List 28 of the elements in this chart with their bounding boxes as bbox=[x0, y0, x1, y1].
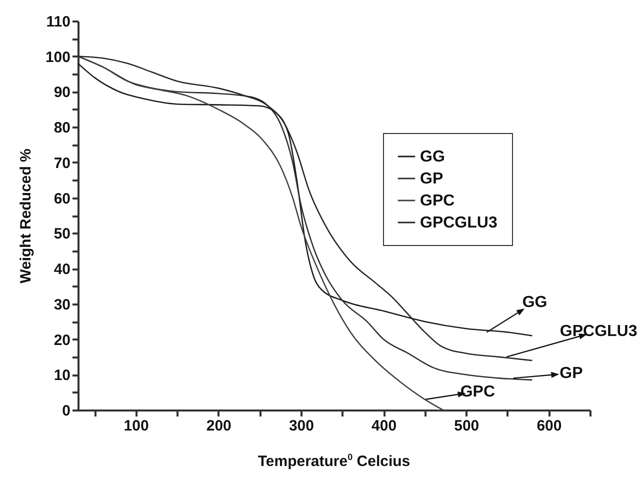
y-tick-label: 10 bbox=[54, 367, 70, 384]
legend-label: GP bbox=[420, 170, 444, 188]
y-tick-label: 110 bbox=[46, 14, 70, 30]
y-tick-label: 20 bbox=[54, 332, 70, 349]
x-axis-title: Temperature$^{0}$ Celcius bbox=[256, 452, 412, 470]
annotation: GPC bbox=[460, 383, 496, 400]
y-tick-label: 80 bbox=[54, 120, 70, 137]
annotation: GG bbox=[522, 294, 548, 312]
annotation: GP bbox=[560, 365, 584, 382]
x-tick-label: 200 bbox=[206, 418, 232, 434]
y-tick-label: 40 bbox=[54, 261, 70, 278]
legend-label: GPC bbox=[420, 192, 456, 210]
x-tick-label: 500 bbox=[454, 418, 480, 434]
y-axis-title: Weight Reduced % bbox=[17, 148, 34, 284]
y-tick-label: 100 bbox=[45, 48, 70, 66]
x-tick-label: 600 bbox=[536, 418, 562, 434]
y-tick-label: 60 bbox=[54, 190, 70, 208]
x-tick-label: 300 bbox=[288, 418, 314, 434]
x-tick-label: 100 bbox=[124, 418, 149, 434]
y-tick-label: 50 bbox=[54, 226, 70, 243]
annotation: GPCGLU3 bbox=[560, 322, 638, 340]
y-tick-label: 0 bbox=[62, 402, 70, 420]
y-tick-label: 30 bbox=[54, 296, 70, 314]
y-tick-label: 70 bbox=[54, 154, 70, 172]
y-tick-label: 90 bbox=[54, 84, 70, 102]
x-tick-label: 400 bbox=[372, 418, 397, 434]
legend-label: GPCGLU3 bbox=[420, 214, 498, 232]
legend-label: GG bbox=[420, 148, 445, 166]
